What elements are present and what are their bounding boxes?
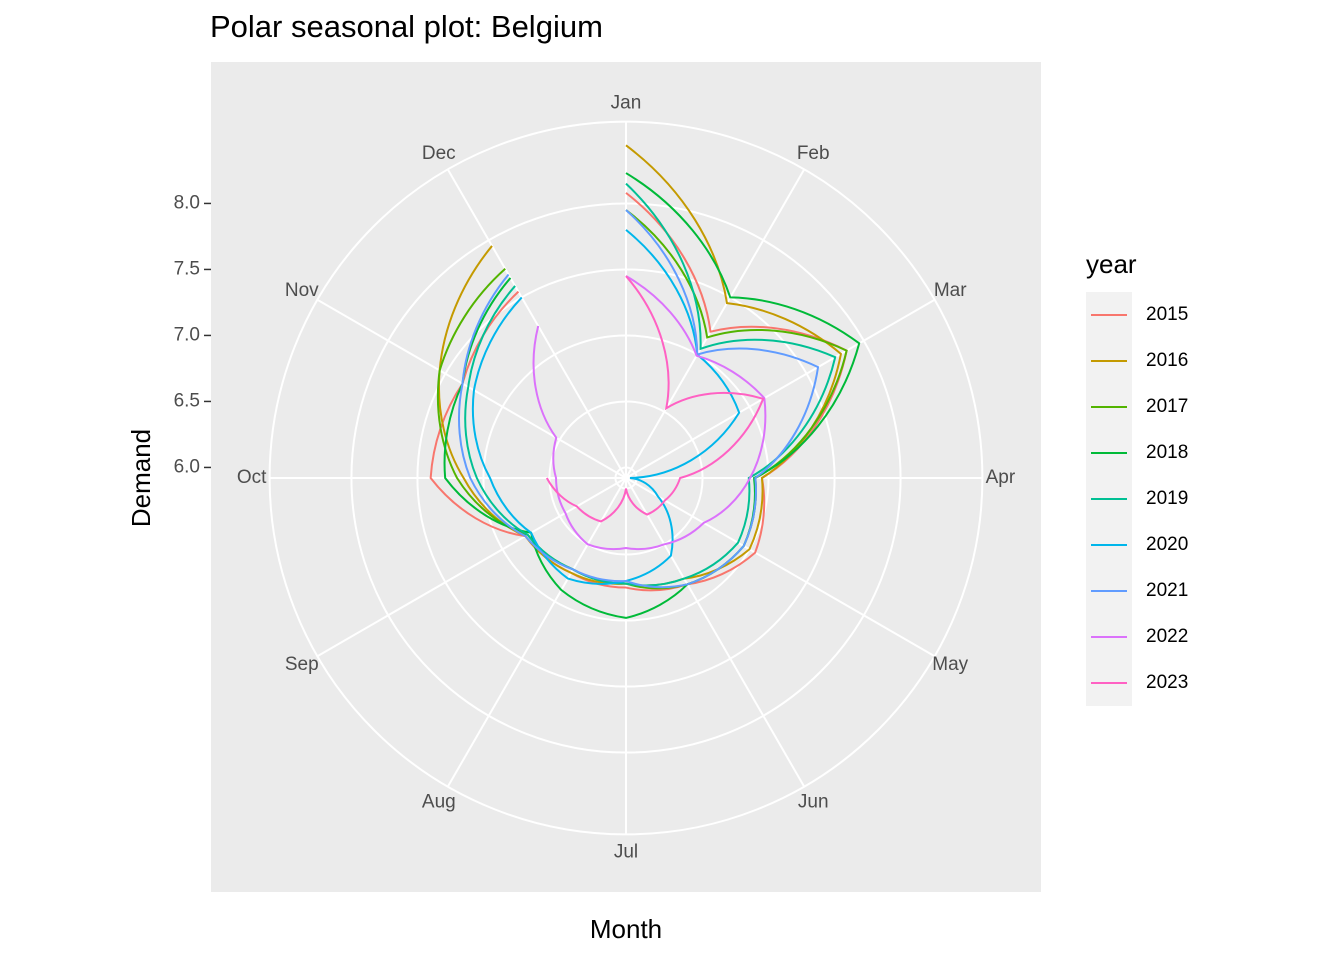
legend-label: 2017: [1146, 396, 1188, 417]
series-line: [532, 275, 767, 551]
grid-spoke: [625, 477, 806, 788]
x-tick-label: Nov: [285, 280, 319, 301]
y-tick-label: 7.5: [174, 258, 200, 279]
series-line: [471, 229, 741, 585]
grid-spoke: [625, 298, 936, 479]
legend-label: 2022: [1146, 626, 1188, 647]
x-tick-label: Dec: [422, 143, 456, 164]
series-line: [443, 172, 861, 619]
legend-label: 2019: [1146, 488, 1188, 509]
grid-spoke: [316, 298, 627, 479]
x-tick-label: Jun: [798, 791, 829, 812]
x-tick-label: Apr: [986, 467, 1016, 488]
x-tick-label: Mar: [934, 280, 967, 301]
x-tick-label: Aug: [422, 791, 456, 812]
x-tick-label: May: [932, 654, 968, 675]
x-tick-label: Jul: [614, 841, 638, 862]
legend-label: 2021: [1146, 580, 1188, 601]
grid-spoke: [446, 168, 627, 479]
x-tick-label: Jan: [611, 93, 642, 114]
legend-label: 2023: [1146, 672, 1188, 693]
x-axis-title: Month: [590, 914, 662, 944]
y-tick-label: 6.0: [174, 456, 200, 477]
chart-title: Polar seasonal plot: Belgium: [210, 9, 603, 44]
legend-title: year: [1086, 249, 1137, 279]
legend-label: 2016: [1146, 350, 1188, 371]
legend-label: 2015: [1146, 304, 1188, 325]
grid-spoke: [625, 168, 806, 479]
x-tick-label: Feb: [797, 143, 830, 164]
y-tick-label: 7.0: [174, 324, 200, 345]
y-tick-label: 6.5: [174, 390, 200, 411]
y-tick-label: 8.0: [174, 192, 200, 213]
series-line: [464, 182, 837, 587]
x-tick-label: Sep: [285, 654, 319, 675]
x-tick-label: Oct: [237, 467, 267, 488]
legend-label: 2020: [1146, 534, 1188, 555]
grid-spoke: [625, 477, 936, 658]
series-line: [545, 275, 765, 523]
y-axis-title: Demand: [126, 429, 156, 527]
legend-label: 2018: [1146, 442, 1188, 463]
grid-spoke: [446, 477, 627, 788]
grid-spoke: [316, 477, 627, 658]
series-line: [458, 209, 820, 589]
